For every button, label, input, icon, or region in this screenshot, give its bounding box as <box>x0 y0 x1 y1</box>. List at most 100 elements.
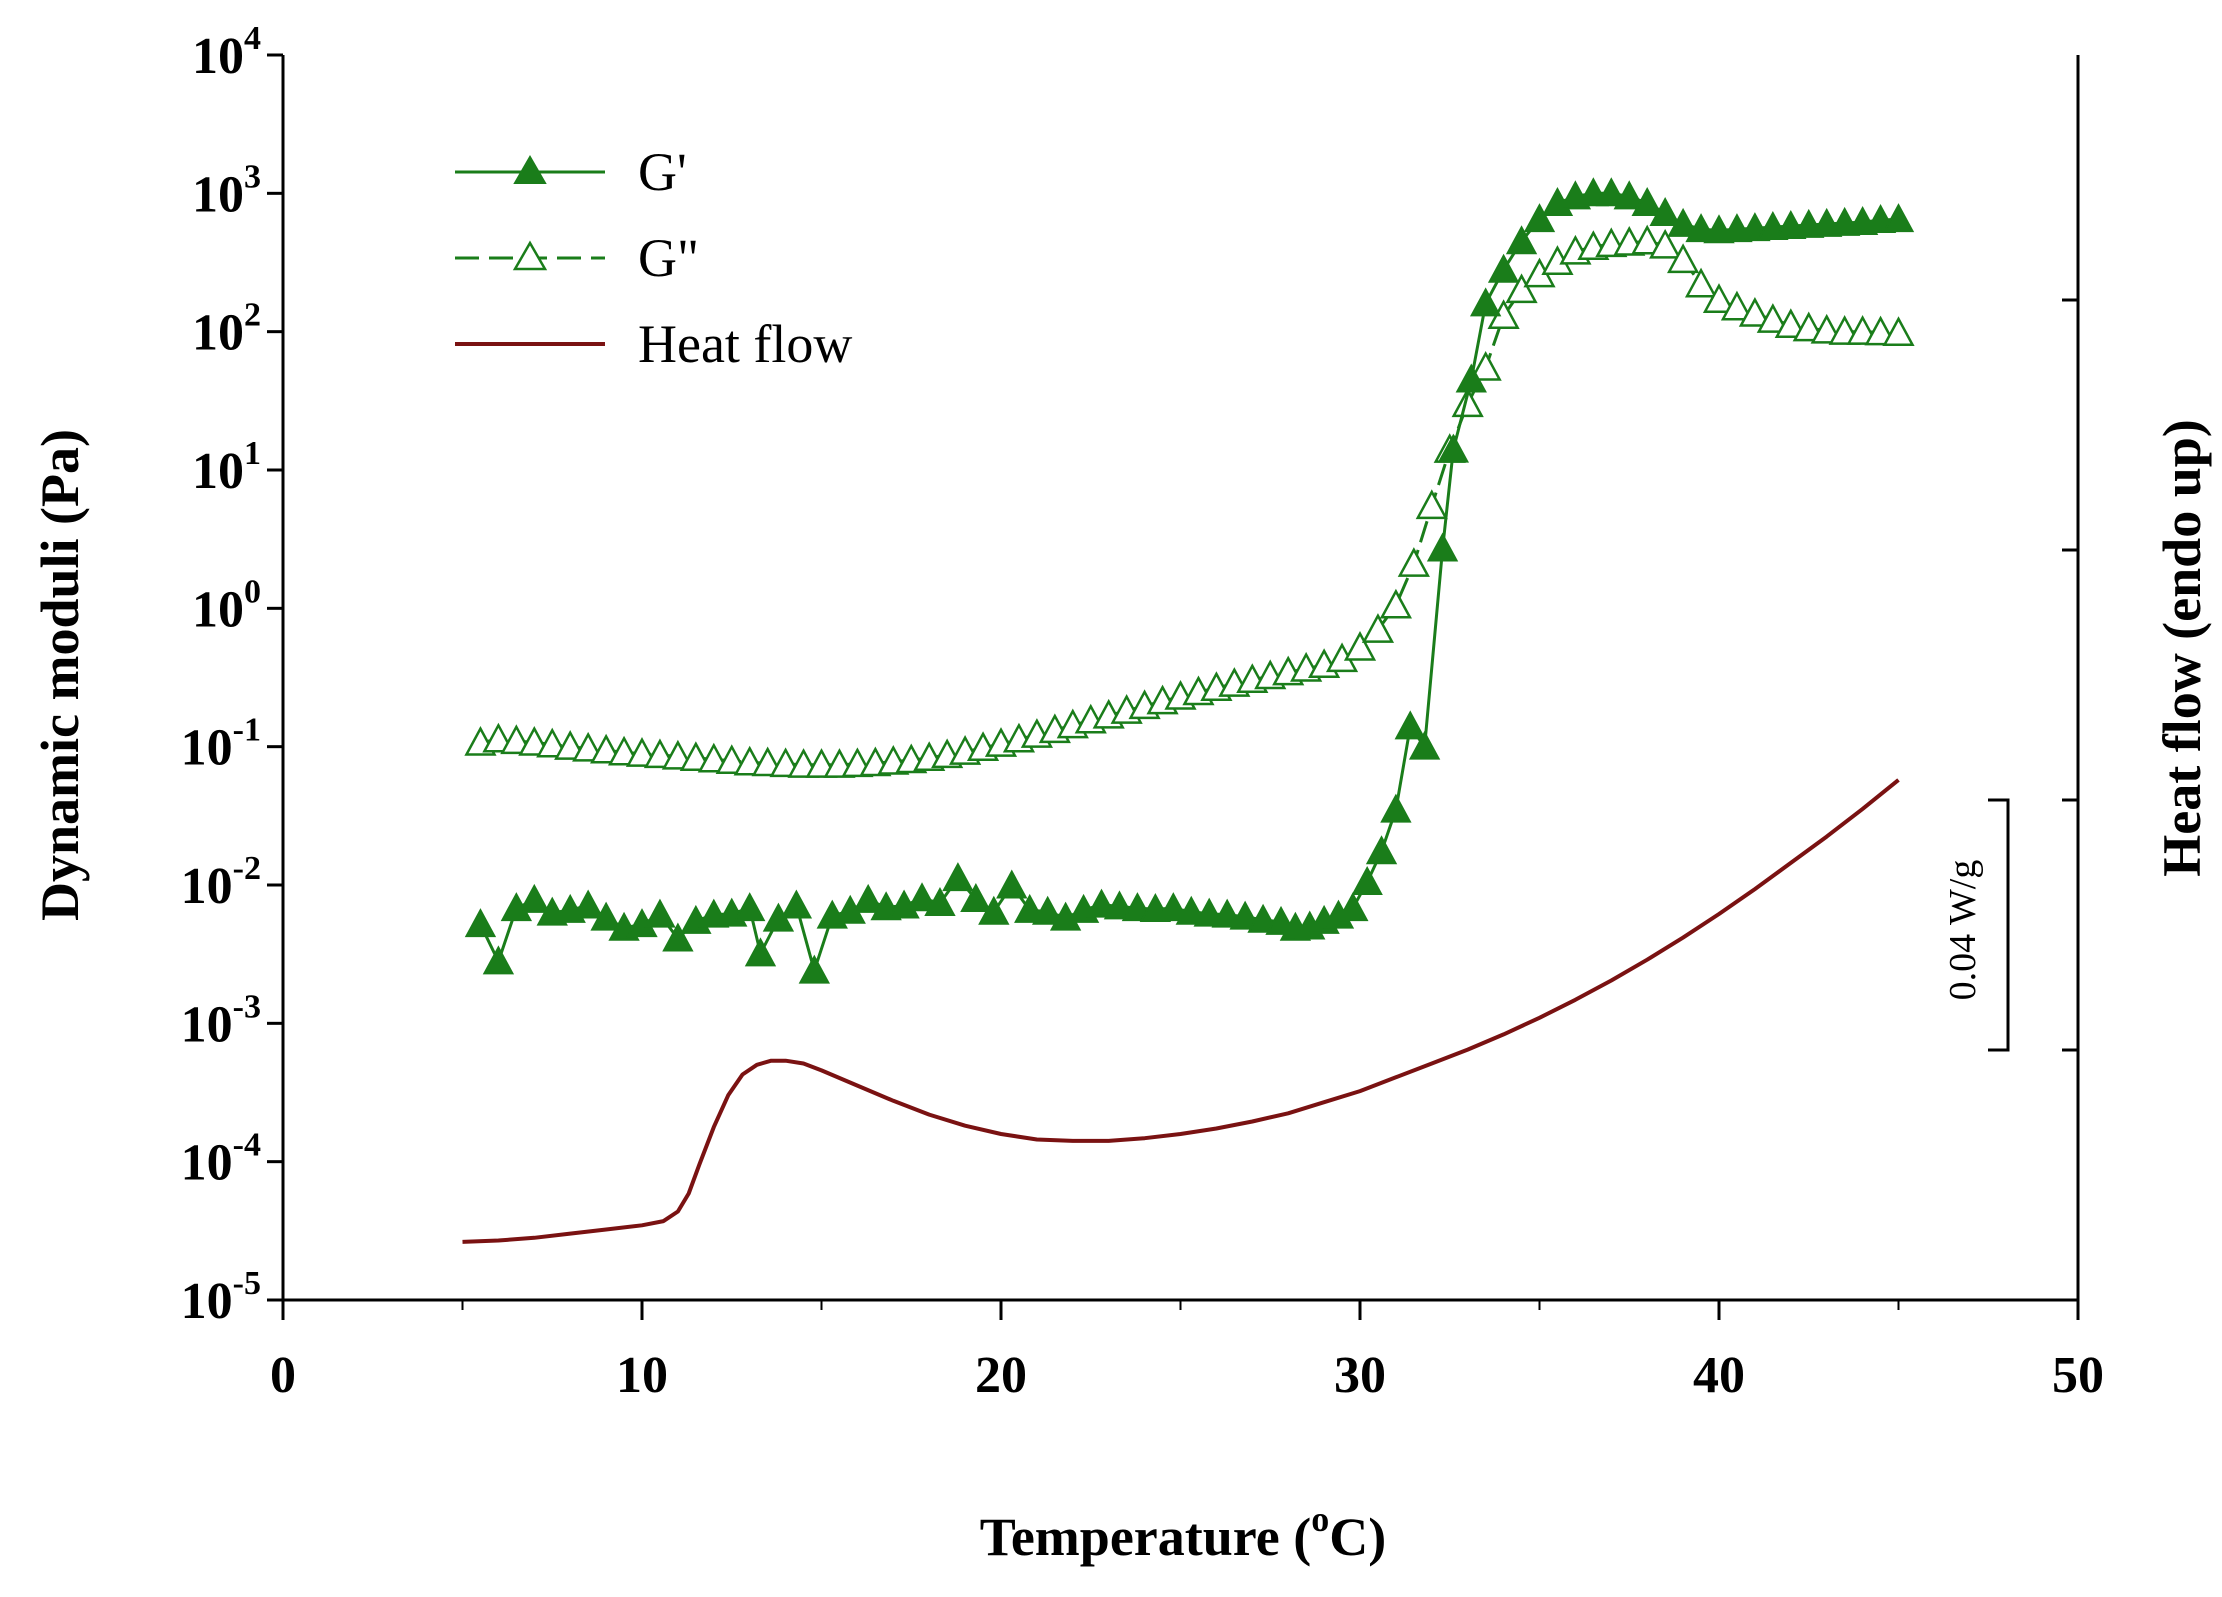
g-prime-point <box>572 889 604 919</box>
g-double-prime-point <box>1792 311 1825 342</box>
g-double-prime-point <box>536 727 569 758</box>
scale-bar-bracket <box>1988 798 2010 1052</box>
g-prime-point <box>1667 207 1699 237</box>
g-prime-point <box>1631 186 1663 216</box>
g-double-prime-point <box>590 733 623 764</box>
g-double-prime-point <box>1505 273 1538 304</box>
y-tick-label: 10-5 <box>181 1265 261 1330</box>
g-double-prime-point <box>1415 489 1448 520</box>
g-prime-point <box>1394 710 1426 740</box>
g-prime-point <box>996 869 1028 899</box>
g-double-prime-point <box>1774 308 1807 339</box>
legend-label-g-prime: G' <box>638 142 687 202</box>
legend-item-g-prime: G' <box>455 142 687 202</box>
g-double-prime-point <box>1397 547 1430 577</box>
g-prime-point <box>1175 895 1207 925</box>
g-prime-point <box>1455 363 1487 393</box>
y-axis-title: Dynamic moduli (Pa) <box>30 429 90 921</box>
g-prime-point <box>1649 196 1681 226</box>
g-double-prime-point <box>1469 350 1502 381</box>
g-prime-point <box>1437 433 1470 463</box>
legend-marker-g-prime <box>513 154 547 184</box>
g-prime-point <box>1882 203 1915 233</box>
g-prime-point <box>1365 835 1398 865</box>
g-prime-point <box>780 889 813 919</box>
g-prime-point <box>942 862 974 892</box>
scale-bar-label: 0.04 W/g <box>1942 860 1984 1001</box>
y2-axis-title: Heat flow (endo up) <box>2152 419 2212 877</box>
x-axis-title-unit: C) <box>1329 1507 1386 1567</box>
g-prime-point <box>644 898 676 928</box>
y-tick-label: 104 <box>192 20 261 85</box>
x-tick-label: 30 <box>1334 1347 1386 1404</box>
g-prime-point <box>1408 730 1441 760</box>
legend-item-g-double-prime: G" <box>455 228 699 288</box>
g-double-prime-point <box>1756 303 1789 333</box>
g-prime-point <box>744 937 777 967</box>
g-double-prime-point <box>1343 630 1377 661</box>
g-double-prime-point <box>572 731 605 762</box>
x-tick-label: 40 <box>1693 1347 1745 1404</box>
x-axis-title: Temperature (oC) <box>980 1499 1386 1567</box>
g-prime-point <box>1505 225 1538 255</box>
y-tick-label: 10-2 <box>181 850 261 915</box>
g-prime-point <box>1103 890 1136 920</box>
g-prime-point <box>1211 898 1243 928</box>
g-prime-point <box>924 886 956 916</box>
g-prime-point <box>1337 892 1369 922</box>
x-tick-label: 20 <box>975 1347 1027 1404</box>
g-double-prime-point <box>1361 613 1395 643</box>
g-prime-point <box>960 883 992 913</box>
axes <box>267 53 2080 1320</box>
g-prime-line <box>479 191 1899 973</box>
g-prime-point <box>1487 253 1520 283</box>
g-prime-point <box>662 922 694 952</box>
g-prime-point <box>1469 287 1502 317</box>
g-double-prime-point <box>1738 297 1771 327</box>
y-tick-label: 103 <box>192 158 261 223</box>
heat-flow-line <box>462 778 1900 1244</box>
plot-area <box>462 177 1915 1244</box>
g-prime-point <box>978 895 1010 925</box>
heat-flow-scale-bar: 0.04 W/g <box>1942 798 2010 1052</box>
legend-marker-g-double-prime <box>512 240 548 271</box>
legend: G' G" Heat flow <box>455 142 852 374</box>
g-double-prime-point <box>1684 267 1718 298</box>
g-prime-point <box>1247 903 1279 933</box>
x-axis-title-degree: o <box>1311 1499 1329 1539</box>
g-prime-point <box>1613 180 1645 210</box>
g-prime-point <box>518 883 550 913</box>
g-prime-point <box>734 892 766 922</box>
y-tick-label: 10-4 <box>181 1127 261 1192</box>
g-prime-point <box>1380 793 1412 823</box>
legend-label-g-double-prime: G" <box>638 228 699 288</box>
x-tick-label: 50 <box>2052 1347 2104 1404</box>
g-prime-point <box>464 908 497 938</box>
legend-item-heat-flow: Heat flow <box>455 314 852 374</box>
g-prime-point <box>1014 893 1046 923</box>
g-prime-point <box>1523 203 1556 233</box>
legend-label-heat-flow: Heat flow <box>638 314 852 374</box>
g-double-prime-point <box>554 730 587 760</box>
y-tick-label: 101 <box>192 435 261 500</box>
y-tick-label: 10-3 <box>181 988 261 1053</box>
g-double-prime-point <box>1451 387 1484 418</box>
g-prime-point <box>1085 888 1118 918</box>
g-prime-point <box>1031 895 1064 925</box>
g-prime-point <box>906 882 938 912</box>
g-double-prime-point <box>1379 588 1412 619</box>
g-double-prime-point <box>1882 316 1915 347</box>
g-prime-point <box>1426 532 1459 562</box>
g-prime-point <box>1595 177 1627 207</box>
g-double-prime-point <box>1667 243 1700 274</box>
y-tick-label: 100 <box>192 573 261 638</box>
x-tick-label: 0 <box>270 1347 296 1404</box>
g-prime-point <box>482 945 515 975</box>
g-double-prime-point <box>1720 290 1754 321</box>
tick-labels: 0 10 20 30 40 50 10-5 10-4 10-3 10-2 10-1 100 101 102… <box>181 20 2104 1404</box>
g-prime-point <box>1351 865 1383 895</box>
g-double-prime-point <box>1631 224 1664 255</box>
y-tick-label: 10-1 <box>181 712 261 777</box>
g-prime-point <box>852 883 884 913</box>
